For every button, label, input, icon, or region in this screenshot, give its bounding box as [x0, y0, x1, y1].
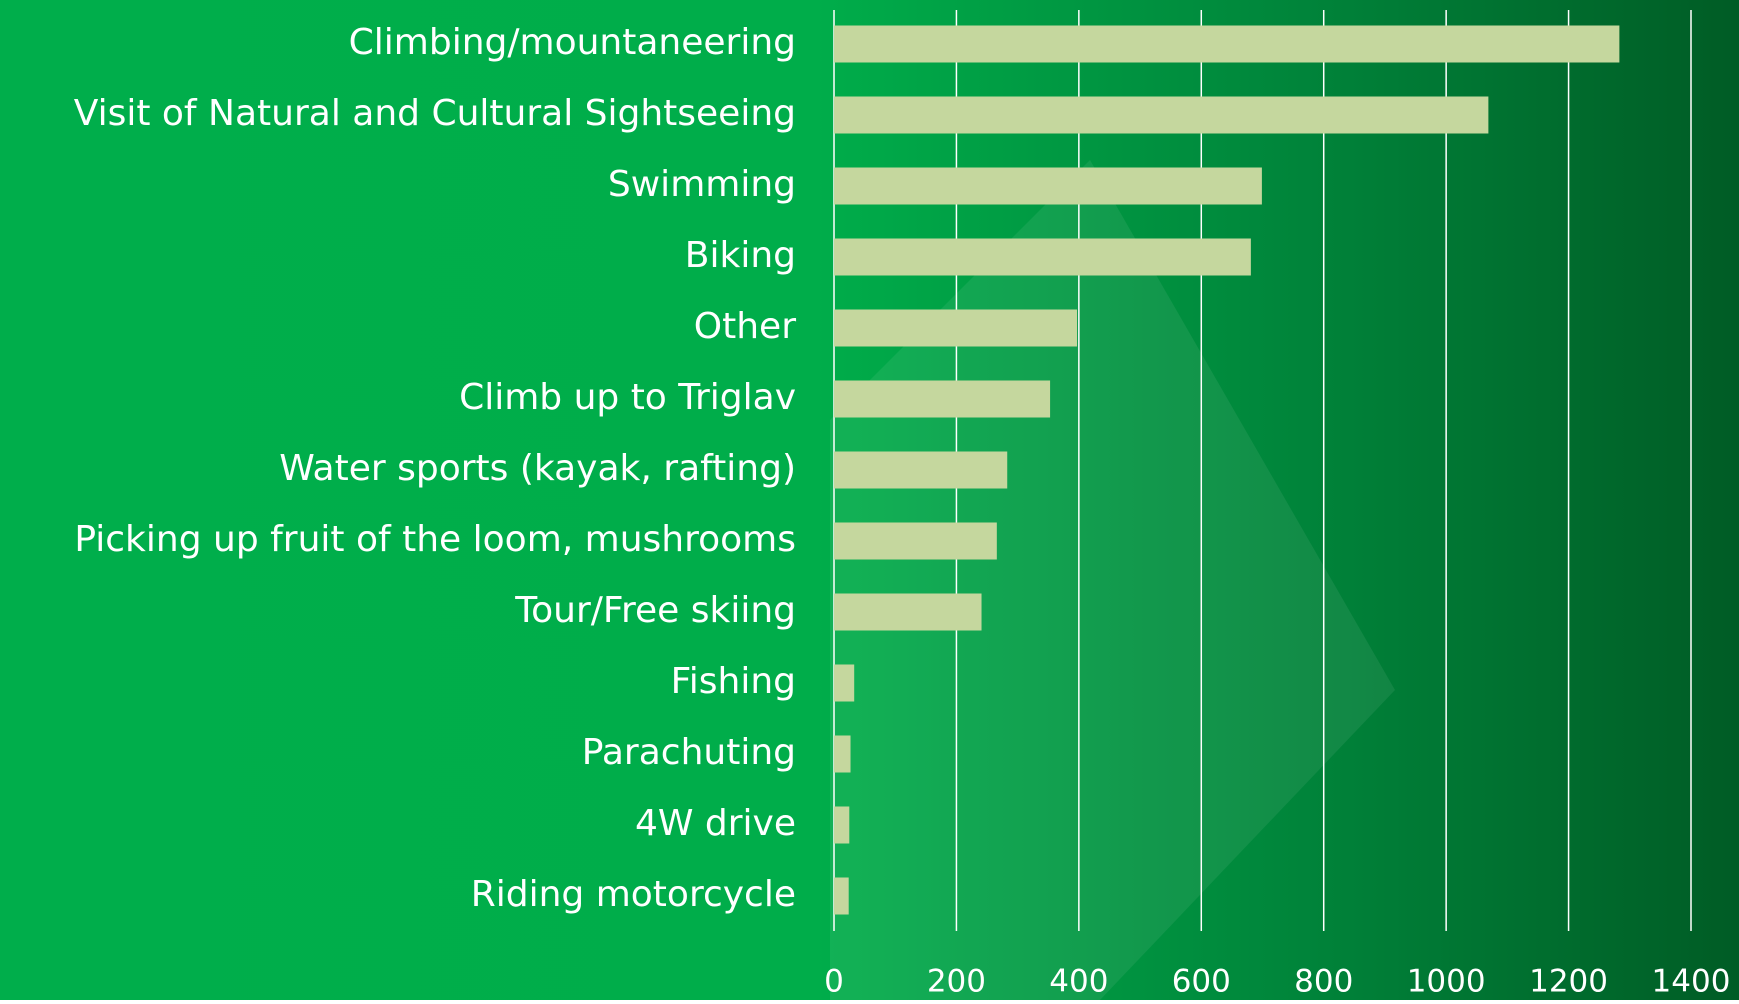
y-tick-label: Tour/Free skiing	[514, 590, 796, 631]
bar	[834, 735, 851, 773]
y-tick-label: 4W drive	[635, 803, 796, 844]
bar	[834, 593, 982, 631]
y-tick-label: Climbing/mountaneering	[349, 22, 796, 63]
bar	[834, 451, 1008, 489]
bar	[834, 96, 1489, 134]
bar	[834, 380, 1051, 418]
bar	[834, 309, 1078, 347]
y-tick-label: Parachuting	[582, 732, 796, 773]
y-tick-label: Water sports (kayak, rafting)	[279, 448, 796, 489]
x-tick-label: 1400	[1652, 964, 1731, 1000]
x-tick-label: 600	[1172, 964, 1231, 1000]
y-tick-label: Picking up fruit of the loom, mushrooms	[74, 519, 796, 560]
y-tick-label: Fishing	[671, 661, 796, 702]
bar	[834, 238, 1251, 276]
x-tick-label: 400	[1049, 964, 1108, 1000]
x-tick-label: 1000	[1407, 964, 1486, 1000]
x-tick-label: 800	[1294, 964, 1353, 1000]
y-tick-label: Climb up to Triglav	[459, 377, 796, 418]
bar	[834, 877, 849, 915]
y-tick-label: Swimming	[608, 164, 796, 205]
bar	[834, 806, 850, 844]
bar	[834, 522, 997, 560]
x-tick-label: 1200	[1529, 964, 1608, 1000]
x-tick-label: 0	[824, 964, 844, 1000]
y-tick-label: Biking	[685, 235, 796, 276]
bar	[834, 664, 855, 702]
y-tick-label: Other	[694, 306, 796, 347]
x-tick-label: 200	[927, 964, 986, 1000]
y-tick-label: Visit of Natural and Cultural Sightseein…	[74, 93, 796, 134]
y-tick-label: Riding motorcycle	[471, 874, 796, 915]
bar	[834, 25, 1620, 63]
decoration	[830, 160, 1395, 1000]
bar	[834, 167, 1262, 205]
